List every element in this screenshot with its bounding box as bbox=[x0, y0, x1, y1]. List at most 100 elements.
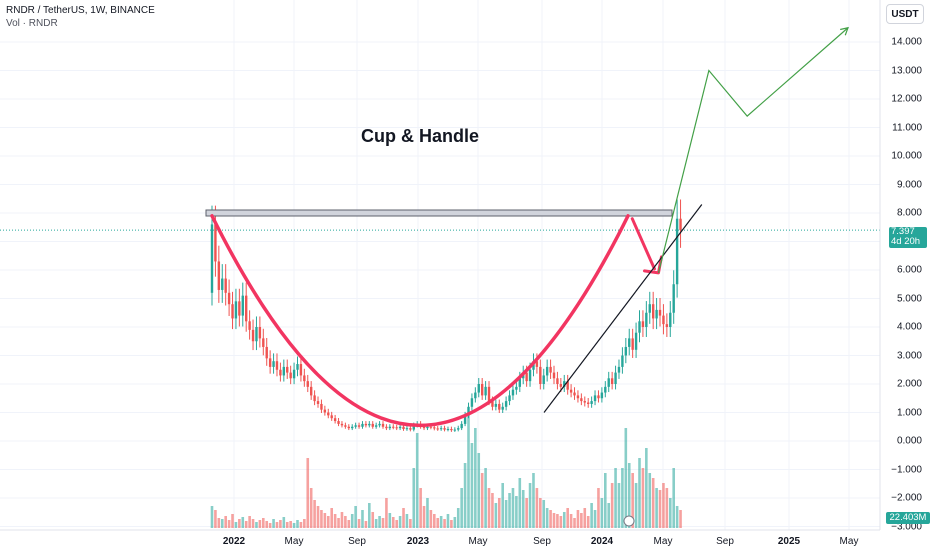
price-axis-label: 6.000 bbox=[896, 264, 922, 276]
volume-bar bbox=[528, 483, 532, 528]
time-axis-label: 2025 bbox=[777, 536, 801, 547]
candle-body bbox=[258, 327, 262, 339]
volume-bar bbox=[326, 516, 330, 528]
volume-bar bbox=[638, 458, 641, 528]
volume-bar bbox=[645, 448, 648, 528]
volume-bar bbox=[617, 483, 621, 528]
candle-body bbox=[628, 338, 631, 347]
candle-body bbox=[231, 304, 234, 319]
candle-body bbox=[388, 426, 392, 429]
volume-bar bbox=[655, 488, 658, 528]
volume-bar bbox=[224, 516, 227, 528]
candle-body bbox=[508, 395, 511, 402]
candle-body bbox=[470, 398, 474, 407]
currency-button[interactable]: USDT bbox=[886, 4, 924, 24]
volume-bar bbox=[518, 478, 522, 528]
candle-body bbox=[265, 346, 268, 359]
time-axis-label: Sep bbox=[348, 536, 366, 547]
volume-bar bbox=[217, 518, 221, 528]
volume-bar bbox=[439, 516, 443, 528]
candle-body bbox=[607, 378, 610, 387]
candle-body bbox=[504, 401, 508, 407]
drawings bbox=[0, 26, 880, 527]
volume-bar bbox=[388, 513, 392, 528]
candle-body bbox=[645, 312, 648, 327]
volume-bar bbox=[361, 510, 364, 528]
volume-bar bbox=[542, 500, 546, 528]
candle-body bbox=[303, 375, 306, 382]
candle-body bbox=[528, 369, 532, 382]
candle-body bbox=[648, 304, 651, 313]
volume-bar bbox=[316, 506, 320, 528]
volume-bar bbox=[371, 512, 375, 528]
grid bbox=[0, 0, 880, 530]
volume-bar bbox=[275, 522, 279, 528]
candle-body bbox=[525, 372, 528, 382]
volume-bar bbox=[607, 503, 611, 528]
candle-body bbox=[422, 426, 426, 429]
candle-body bbox=[221, 278, 224, 290]
volume-bar bbox=[456, 508, 460, 528]
candle-body bbox=[604, 386, 607, 393]
candle-body bbox=[272, 361, 275, 367]
candle-body bbox=[433, 427, 436, 429]
volume-bar bbox=[210, 506, 214, 528]
volume-bar bbox=[347, 520, 351, 528]
volume-bar bbox=[665, 488, 669, 528]
volume-bar bbox=[604, 473, 607, 528]
candle-body bbox=[299, 364, 303, 376]
cup-arc bbox=[210, 214, 630, 428]
candle-body bbox=[368, 423, 371, 426]
candle-body bbox=[453, 429, 457, 431]
volume-bar bbox=[364, 521, 368, 528]
volume-bar bbox=[220, 519, 224, 528]
candle-body bbox=[333, 418, 337, 422]
volume-bar bbox=[405, 514, 409, 528]
candle-body bbox=[398, 426, 402, 429]
volume-bar bbox=[511, 488, 515, 528]
volume-bar bbox=[323, 513, 327, 528]
volume-bar bbox=[463, 463, 467, 528]
volume-bar bbox=[409, 519, 412, 528]
volume-bar bbox=[662, 483, 665, 528]
candlestick-series bbox=[210, 199, 682, 432]
candle-body bbox=[357, 425, 361, 427]
candle-body bbox=[439, 428, 443, 430]
volume-bar bbox=[378, 516, 381, 528]
volume-bar bbox=[569, 514, 573, 528]
candle-body bbox=[241, 295, 244, 316]
volume-bar bbox=[251, 519, 255, 528]
candle-body bbox=[405, 428, 409, 430]
candle-body bbox=[381, 423, 385, 427]
volume-bar bbox=[651, 478, 655, 528]
candle-body bbox=[587, 402, 590, 404]
candle-body bbox=[576, 395, 580, 399]
volume-bar bbox=[539, 498, 542, 528]
volume-bar bbox=[426, 498, 429, 528]
candle-body bbox=[590, 401, 593, 404]
candle-body bbox=[210, 224, 214, 293]
volume-bar bbox=[241, 517, 245, 528]
candle-body bbox=[371, 423, 374, 427]
volume-bar bbox=[621, 468, 624, 528]
time-axis-label: 2022 bbox=[222, 536, 246, 547]
time-axis-label: 2023 bbox=[406, 536, 430, 547]
volume-bar bbox=[368, 503, 371, 528]
volume-bar bbox=[354, 506, 357, 528]
volume-bar bbox=[453, 517, 457, 528]
volume-bar bbox=[381, 518, 385, 528]
candle-body bbox=[347, 426, 350, 429]
candle-body bbox=[392, 426, 395, 428]
volume-bar bbox=[436, 518, 440, 528]
time-axis-label: May bbox=[284, 536, 304, 547]
candle-body bbox=[597, 395, 600, 399]
volume-bar bbox=[573, 518, 576, 528]
candle-body bbox=[327, 412, 330, 416]
price-axis-label: 4.000 bbox=[896, 321, 922, 333]
volume-bar bbox=[634, 483, 638, 528]
volume-bar bbox=[419, 488, 422, 528]
volume-bar bbox=[614, 468, 617, 528]
handle-arrow-line bbox=[630, 217, 656, 271]
bar-countdown: 4d 20h bbox=[891, 236, 921, 247]
